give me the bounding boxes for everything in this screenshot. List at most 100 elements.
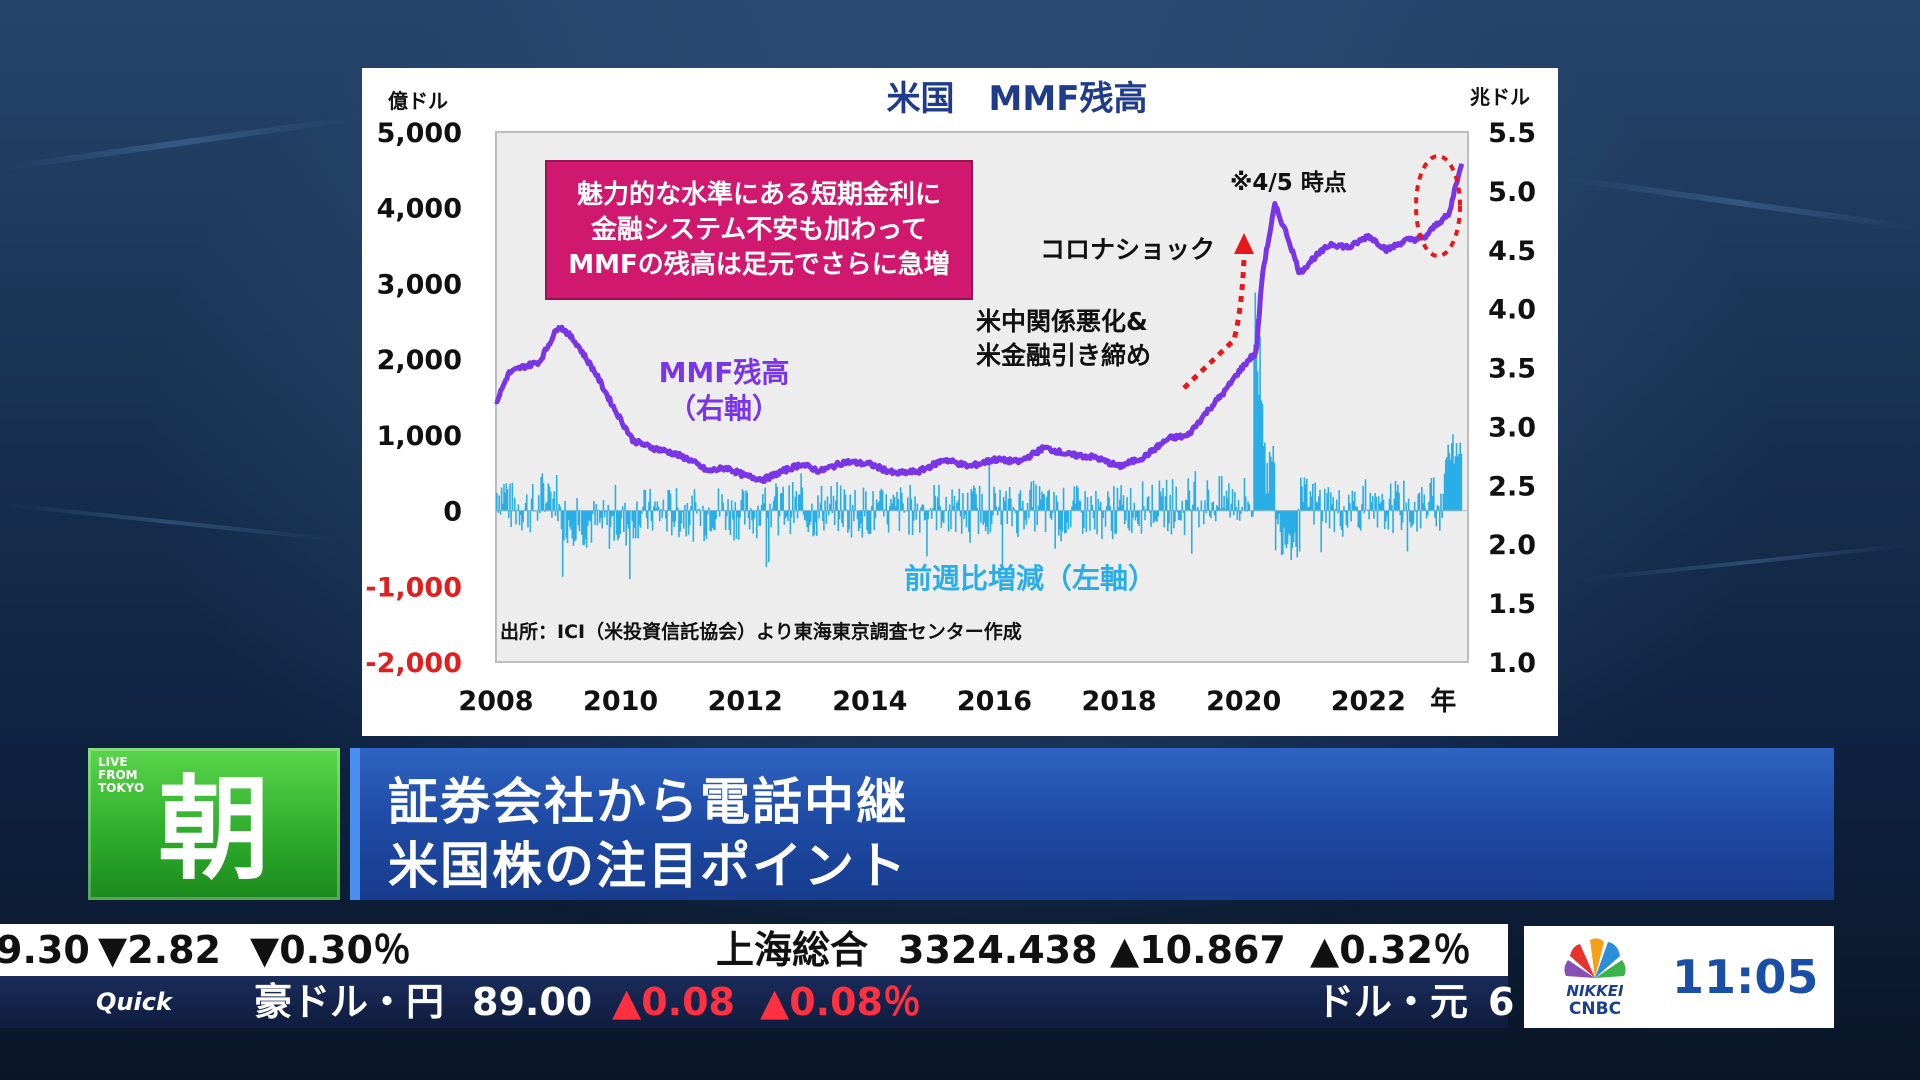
weekly-change-bar: [627, 510, 630, 529]
weekly-change-bar: [1280, 510, 1283, 555]
weekly-change-bar: [796, 510, 799, 519]
weekly-change-bar: [512, 510, 515, 512]
weekly-change-bar: [881, 490, 884, 511]
weekly-change-bar: [566, 510, 569, 544]
weekly-change-bar: [990, 510, 993, 524]
weekly-change-bar: [595, 504, 598, 511]
weekly-change-bar: [809, 510, 812, 522]
weekly-change-bar: [760, 504, 763, 511]
weekly-change-bar: [1392, 510, 1394, 534]
weekly-change-bar: [951, 489, 953, 511]
weekly-change-bar: [1048, 489, 1050, 511]
weekly-change-bar: [1376, 510, 1379, 528]
weekly-change-bar: [1404, 510, 1406, 512]
weekly-change-bar: [657, 506, 660, 511]
weekly-change-bar: [1381, 493, 1384, 511]
weekly-change-bar: [582, 510, 584, 546]
weekly-change-bar: [1413, 501, 1416, 511]
weekly-change-bar: [1325, 510, 1327, 523]
series-label-weekly-change: 前週比増減（左軸）: [904, 562, 1156, 595]
weekly-change-bar: [836, 482, 838, 511]
weekly-change-bar: [1391, 505, 1393, 511]
mmf-balance-point: [1248, 356, 1252, 360]
weekly-change-bar: [777, 510, 780, 536]
mmf-balance-point: [868, 462, 872, 466]
weekly-change-bar: [950, 510, 952, 530]
weekly-change-bar: [1268, 451, 1271, 511]
weekly-change-bar: [1049, 510, 1052, 518]
weekly-change-bar: [684, 504, 686, 511]
mmf-balance-point: [612, 407, 616, 411]
right-tick-label: 2.5: [1488, 471, 1536, 502]
weekly-change-bar: [981, 494, 983, 511]
weekly-change-bar: [1283, 510, 1285, 528]
weekly-change-bar: [837, 510, 840, 532]
weekly-change-bar: [988, 457, 991, 511]
ticker-row-top: 9.30 ▼2.82 ▼0.30％ 上海総合 3324.438 ▲10.867 …: [0, 924, 1508, 976]
ticker-fx-value: 89.00: [472, 980, 593, 1024]
weekly-change-bar: [1326, 493, 1328, 511]
ticker-index-pct: ▲0.32％: [1310, 928, 1471, 972]
weekly-change-bar: [871, 505, 873, 511]
weekly-change-bar: [1146, 497, 1149, 511]
weekly-change-bar: [861, 510, 864, 538]
weekly-change-bar: [617, 510, 619, 541]
right-axis-unit: 兆ドル: [1470, 85, 1530, 109]
mmf-balance-point: [943, 457, 947, 461]
weekly-change-bar: [891, 503, 894, 511]
weekly-change-bar: [1081, 510, 1084, 534]
weekly-change-bar: [670, 510, 673, 536]
weekly-change-bar: [533, 510, 535, 512]
weekly-change-bar: [785, 510, 788, 517]
weekly-change-bar: [1181, 500, 1183, 511]
weekly-change-bar: [609, 510, 612, 527]
weekly-change-bar: [942, 510, 945, 524]
nikkei-cnbc-logo: NIKKEI CNBC: [1564, 938, 1626, 1019]
weekly-change-bar: [993, 486, 995, 511]
weekly-change-bar: [812, 510, 814, 537]
weekly-change-bar: [715, 510, 717, 520]
weekly-change-bar: [766, 510, 769, 519]
weekly-change-bar: [738, 510, 740, 540]
weekly-change-bar: [1030, 481, 1033, 511]
weekly-change-bar: [668, 490, 671, 511]
weekly-change-bar: [585, 510, 588, 548]
weekly-change-bar: [1331, 504, 1333, 511]
weekly-change-bar: [886, 510, 889, 525]
weekly-change-bar: [954, 510, 957, 532]
weekly-change-bar: [1091, 504, 1094, 511]
weekly-change-bar: [1301, 486, 1303, 511]
mmf-balance-point: [992, 457, 996, 461]
mmf-balance-point: [1273, 203, 1277, 207]
weekly-change-bar: [652, 506, 655, 511]
weekly-change-bar: [1140, 510, 1143, 534]
weekly-change-bar: [524, 502, 527, 511]
annotation-us-china-line2: 米金融引き締め: [976, 341, 1151, 370]
weekly-change-bar: [972, 485, 975, 511]
mmf-balance-point: [818, 469, 822, 473]
ticker-next-value: 6: [1488, 980, 1515, 1024]
weekly-change-bar: [1115, 510, 1118, 534]
weekly-change-bar: [851, 504, 854, 511]
weekly-change-bar: [1313, 510, 1315, 525]
mmf-balance-point: [1348, 245, 1352, 249]
weekly-change-bar: [1143, 506, 1145, 511]
weekly-change-bar: [885, 494, 888, 511]
weekly-change-bar: [1311, 483, 1314, 511]
left-axis-ticks: 5,000 4,000 3,000 2,000 1,000 0 -1,000 -2,000: [365, 118, 462, 679]
weekly-change-bar: [685, 510, 687, 537]
x-tick-label: 2018: [1081, 686, 1156, 717]
quick-logo: Quick: [96, 988, 172, 1016]
weekly-change-bar: [847, 510, 849, 533]
weekly-change-bar: [1175, 486, 1177, 511]
weekly-change-bar: [1044, 510, 1047, 533]
weekly-change-bar: [1090, 496, 1092, 511]
weekly-change-bar: [957, 500, 959, 511]
weekly-change-bar: [1244, 496, 1247, 511]
weekly-change-bar: [1398, 492, 1400, 511]
weekly-change-bar: [829, 503, 831, 511]
right-tick-label: 5.0: [1488, 177, 1536, 208]
weekly-change-bar: [848, 510, 850, 530]
weekly-change-bar: [814, 510, 817, 523]
mmf-balance-point: [743, 474, 747, 478]
